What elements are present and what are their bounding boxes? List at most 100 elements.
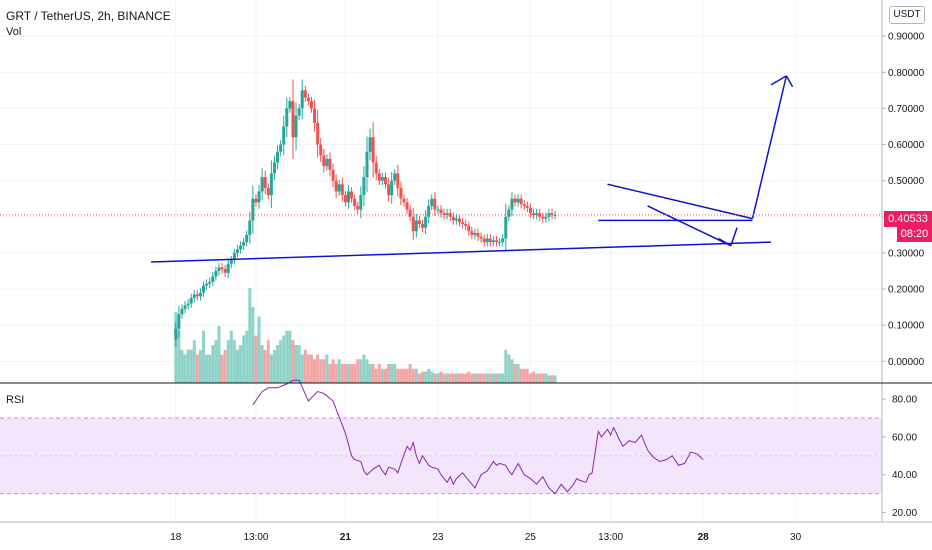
volume-bar bbox=[424, 371, 428, 383]
price-tick-label: 0.30000 bbox=[888, 248, 925, 259]
volume-bar bbox=[263, 349, 267, 383]
projection-down-line bbox=[647, 205, 732, 247]
volume-bar bbox=[541, 373, 545, 383]
time-axis[interactable]: 18 13:00 21 23 25 13:00 28 30 bbox=[170, 532, 801, 543]
volume-bar bbox=[217, 326, 221, 383]
volume-bar bbox=[445, 373, 449, 383]
volume-bar bbox=[553, 375, 557, 383]
candle-body bbox=[235, 249, 239, 253]
volume-bar bbox=[393, 364, 397, 383]
currency-button[interactable]: USDT bbox=[889, 6, 925, 24]
candle-body bbox=[504, 216, 508, 239]
candle-body bbox=[538, 213, 542, 217]
candle-body bbox=[269, 173, 273, 196]
trend-drawings bbox=[0, 75, 882, 263]
volume-bar bbox=[442, 373, 446, 383]
candle-body bbox=[399, 187, 403, 199]
rsi-axis[interactable]: 80.00 60.00 40.00 20.00 bbox=[882, 395, 917, 519]
candle-body bbox=[260, 177, 264, 192]
volume-bar bbox=[232, 340, 236, 383]
volume-bar bbox=[322, 359, 326, 383]
candle-body bbox=[507, 209, 511, 217]
candle-body bbox=[479, 236, 483, 239]
candle-body bbox=[279, 144, 283, 152]
time-tick-label: 18 bbox=[170, 532, 182, 543]
price-tick-label: 0.60000 bbox=[888, 140, 925, 151]
rsi-tick-label: 60.00 bbox=[892, 432, 917, 443]
candle-body bbox=[306, 97, 310, 102]
candle-body bbox=[220, 267, 224, 270]
candle-body bbox=[285, 108, 289, 127]
candle-body bbox=[436, 209, 440, 211]
candle-body bbox=[550, 213, 554, 215]
volume-bar bbox=[427, 368, 431, 383]
volume-bar bbox=[420, 371, 424, 383]
candle-body bbox=[189, 298, 193, 304]
candle-body bbox=[239, 245, 243, 250]
volume-bar bbox=[325, 354, 329, 383]
volume-bar bbox=[205, 354, 209, 383]
volume-bar bbox=[350, 364, 354, 383]
candle-body bbox=[229, 260, 233, 264]
candle-body bbox=[516, 198, 520, 203]
rsi-band bbox=[0, 417, 882, 495]
candle-body bbox=[356, 205, 360, 210]
volume-bar bbox=[254, 335, 258, 383]
axes bbox=[0, 0, 932, 523]
candle-body bbox=[309, 101, 313, 109]
candle-body bbox=[433, 198, 437, 210]
candle-body bbox=[408, 209, 412, 217]
wedge-upper-line bbox=[607, 183, 753, 220]
candle-body bbox=[411, 216, 415, 232]
volume-bar bbox=[235, 349, 239, 383]
volume-bar bbox=[467, 371, 471, 383]
volume-bar bbox=[309, 354, 313, 383]
candle-body bbox=[393, 173, 397, 181]
candle-body bbox=[498, 242, 502, 244]
candle-body bbox=[417, 220, 421, 225]
candle-body bbox=[186, 303, 190, 306]
volume-bar bbox=[340, 364, 344, 383]
price-axis[interactable]: 0.900000.800000.700000.600000.500000.400… bbox=[882, 32, 925, 368]
candle-body bbox=[198, 292, 202, 297]
volume-bar bbox=[186, 349, 190, 383]
candle-body bbox=[501, 238, 505, 243]
volume-bar bbox=[282, 335, 286, 383]
volume-bar bbox=[257, 316, 261, 383]
volume-bar bbox=[343, 364, 347, 383]
volume-bar bbox=[513, 364, 517, 383]
volume-bar bbox=[269, 354, 273, 383]
candle-body bbox=[383, 177, 387, 185]
volume-bar bbox=[371, 364, 375, 383]
candle-body bbox=[430, 198, 434, 206]
candle-body bbox=[464, 224, 468, 226]
candle-body bbox=[510, 198, 514, 210]
symbol-title[interactable]: GRT / TetherUS, 2h, BINANCE bbox=[6, 9, 171, 23]
volume-bar bbox=[482, 373, 486, 383]
candle-body bbox=[248, 220, 252, 235]
time-tick-label: 25 bbox=[525, 532, 537, 543]
volume-bar bbox=[198, 349, 202, 383]
candle-body bbox=[322, 155, 326, 167]
volume-bar bbox=[374, 368, 378, 383]
volume-bar bbox=[387, 364, 391, 383]
volume-bar bbox=[328, 364, 332, 383]
volume-bar bbox=[195, 354, 199, 383]
candle-body bbox=[297, 108, 301, 116]
volume-bar bbox=[535, 373, 539, 383]
volume-bar bbox=[507, 354, 511, 383]
candle-body bbox=[374, 162, 378, 174]
volume-bar bbox=[272, 349, 276, 383]
candle-body bbox=[547, 213, 551, 217]
candle-body bbox=[491, 240, 495, 243]
candle-body bbox=[195, 294, 199, 297]
candle-body bbox=[192, 294, 196, 299]
volume-bar bbox=[180, 349, 184, 383]
candle-body bbox=[427, 205, 431, 217]
volume-bar bbox=[285, 330, 289, 383]
candle-body bbox=[340, 184, 344, 196]
time-tick-label: 28 bbox=[698, 532, 710, 543]
volume-bar bbox=[439, 371, 443, 383]
volume-bar bbox=[516, 364, 520, 383]
